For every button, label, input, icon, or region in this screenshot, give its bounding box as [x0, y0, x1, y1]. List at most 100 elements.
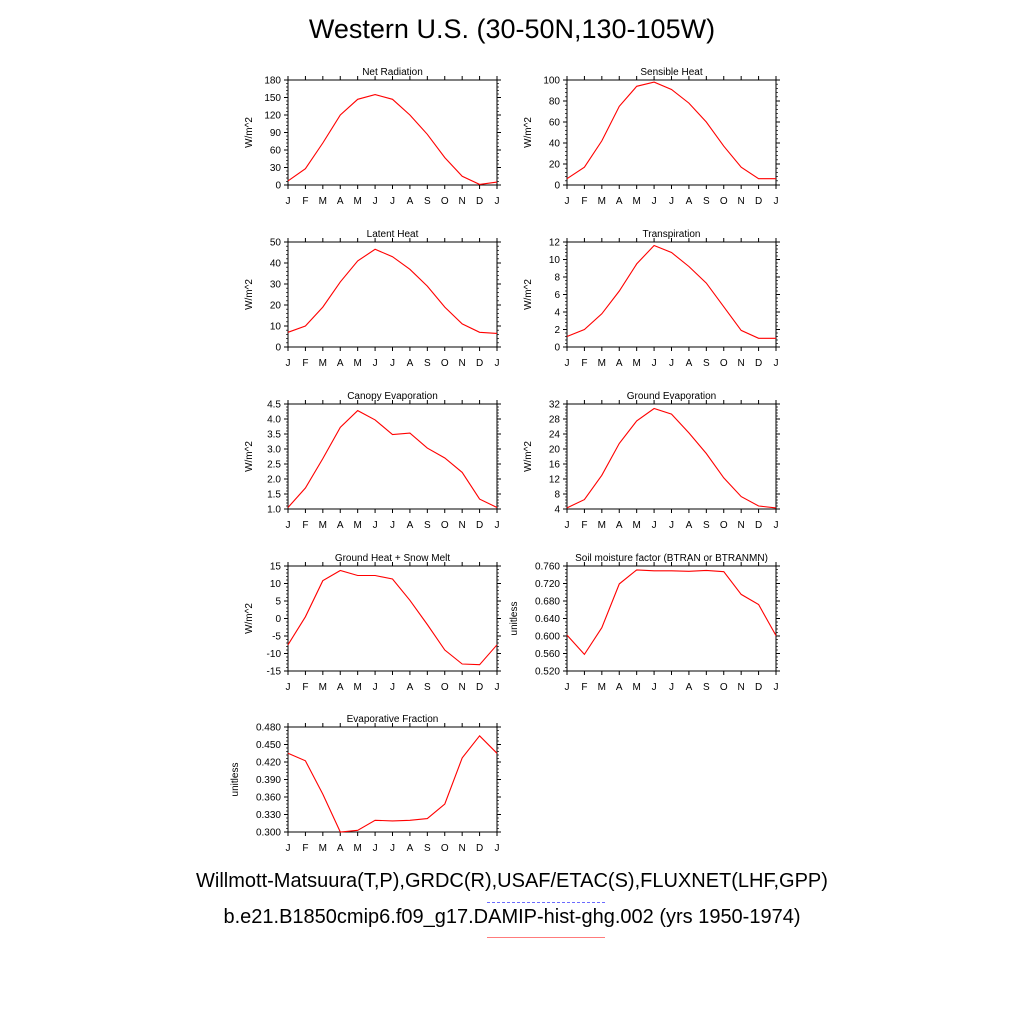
y-tick-label: 0.390 — [256, 775, 281, 786]
x-tick-label: J — [652, 520, 657, 531]
plot-frame — [287, 403, 498, 510]
x-tick-label: F — [302, 520, 308, 531]
y-tick-label: 100 — [543, 76, 560, 87]
x-tick-label: D — [476, 843, 483, 854]
y-axis-label: W/m^2 — [523, 279, 534, 310]
x-tick-label: J — [286, 682, 291, 693]
y-tick-label: 120 — [264, 111, 281, 122]
x-tick-label: J — [669, 358, 674, 369]
y-axis-label: W/m^2 — [244, 603, 255, 634]
x-tick-label: M — [632, 358, 640, 369]
x-tick-label: M — [632, 196, 640, 207]
y-axis-label: W/m^2 — [244, 279, 255, 310]
series-line — [566, 81, 776, 180]
series-line — [287, 734, 498, 833]
chart-panel: Canopy Evaporation W/m^2 1.0 1.5 2.0 2.5 3.0 3.… — [244, 391, 501, 531]
x-tick-label: A — [337, 196, 344, 207]
x-tick-label: A — [337, 682, 344, 693]
y-tick-label: 1.0 — [267, 505, 281, 516]
y-tick-label: 0 — [275, 614, 281, 625]
panel-title: Evaporative Fraction — [347, 714, 439, 725]
x-tick-label: N — [738, 520, 745, 531]
y-tick-label: 80 — [549, 97, 561, 108]
y-tick-label: 0.760 — [535, 562, 560, 573]
y-tick-label: 60 — [270, 146, 282, 157]
y-tick-label: 32 — [549, 400, 561, 411]
y-tick-label: 150 — [264, 93, 281, 104]
y-tick-label: 15 — [270, 562, 282, 573]
x-tick-label: J — [286, 358, 291, 369]
x-tick-label: J — [286, 520, 291, 531]
panel-title: Canopy Evaporation — [347, 391, 438, 402]
x-tick-label: J — [286, 843, 291, 854]
y-tick-label: -15 — [267, 667, 282, 678]
x-tick-label: S — [424, 682, 431, 693]
x-tick-label: J — [774, 196, 779, 207]
y-tick-label: 16 — [549, 460, 561, 471]
x-tick-label: S — [703, 196, 710, 207]
x-tick-label: D — [755, 358, 762, 369]
panel-title: Soil moisture factor (BTRAN or BTRANMN) — [575, 553, 768, 564]
plot-frame — [566, 241, 777, 348]
x-tick-label: J — [774, 682, 779, 693]
series-line — [287, 248, 498, 334]
y-tick-label: 20 — [549, 445, 561, 456]
x-tick-label: M — [353, 682, 361, 693]
x-tick-label: A — [686, 196, 693, 207]
chart-panel: Soil moisture factor (BTRAN or BTRANMN) u… — [509, 553, 780, 693]
y-tick-label: 0.300 — [256, 828, 281, 839]
panel-title: Sensible Heat — [640, 67, 702, 78]
y-tick-label: 5 — [275, 597, 281, 608]
y-tick-label: 12 — [549, 238, 561, 249]
x-tick-label: N — [738, 196, 745, 207]
y-tick-label: 4 — [554, 505, 560, 516]
x-tick-label: M — [353, 843, 361, 854]
x-tick-label: F — [581, 682, 587, 693]
x-tick-label: N — [459, 196, 466, 207]
series-line — [566, 407, 777, 509]
y-axis-label: unitless — [230, 763, 241, 797]
x-tick-label: S — [424, 196, 431, 207]
series-line — [566, 244, 776, 339]
x-tick-label: M — [598, 196, 606, 207]
x-tick-label: N — [459, 682, 466, 693]
y-axis-label: W/m^2 — [523, 117, 534, 148]
y-tick-label: 0.420 — [256, 758, 281, 769]
y-tick-label: 0.680 — [535, 597, 560, 608]
x-tick-label: J — [373, 358, 378, 369]
x-tick-label: O — [441, 520, 449, 531]
x-tick-label: F — [302, 196, 308, 207]
x-tick-label: J — [669, 682, 674, 693]
x-tick-label: M — [353, 196, 361, 207]
y-axis-label: W/m^2 — [244, 117, 255, 148]
observations-sources: Willmott-Matsuura(T,P),GRDC(R),USAF/ETAC… — [196, 870, 828, 892]
x-tick-label: J — [669, 196, 674, 207]
x-tick-label: F — [581, 196, 587, 207]
x-tick-label: D — [755, 682, 762, 693]
x-tick-label: A — [337, 520, 344, 531]
x-tick-label: F — [302, 843, 308, 854]
x-tick-label: S — [703, 682, 710, 693]
plot-frame — [566, 565, 777, 672]
x-tick-label: J — [390, 682, 395, 693]
y-tick-label: 90 — [270, 128, 282, 139]
panel-title: Latent Heat — [367, 229, 419, 240]
x-tick-label: F — [581, 358, 587, 369]
x-tick-label: J — [495, 196, 500, 207]
y-tick-label: 0.330 — [256, 810, 281, 821]
x-tick-label: M — [319, 520, 327, 531]
plot-frame — [287, 726, 498, 833]
x-tick-label: M — [598, 520, 606, 531]
y-tick-label: 50 — [270, 238, 282, 249]
x-tick-label: D — [476, 358, 483, 369]
y-tick-label: 2.5 — [267, 460, 281, 471]
x-tick-label: J — [652, 196, 657, 207]
x-tick-label: D — [476, 196, 483, 207]
x-tick-label: J — [373, 843, 378, 854]
x-tick-label: M — [598, 358, 606, 369]
x-tick-label: J — [390, 358, 395, 369]
y-tick-label: 0 — [554, 181, 560, 192]
x-tick-label: J — [390, 843, 395, 854]
x-tick-label: A — [616, 358, 623, 369]
